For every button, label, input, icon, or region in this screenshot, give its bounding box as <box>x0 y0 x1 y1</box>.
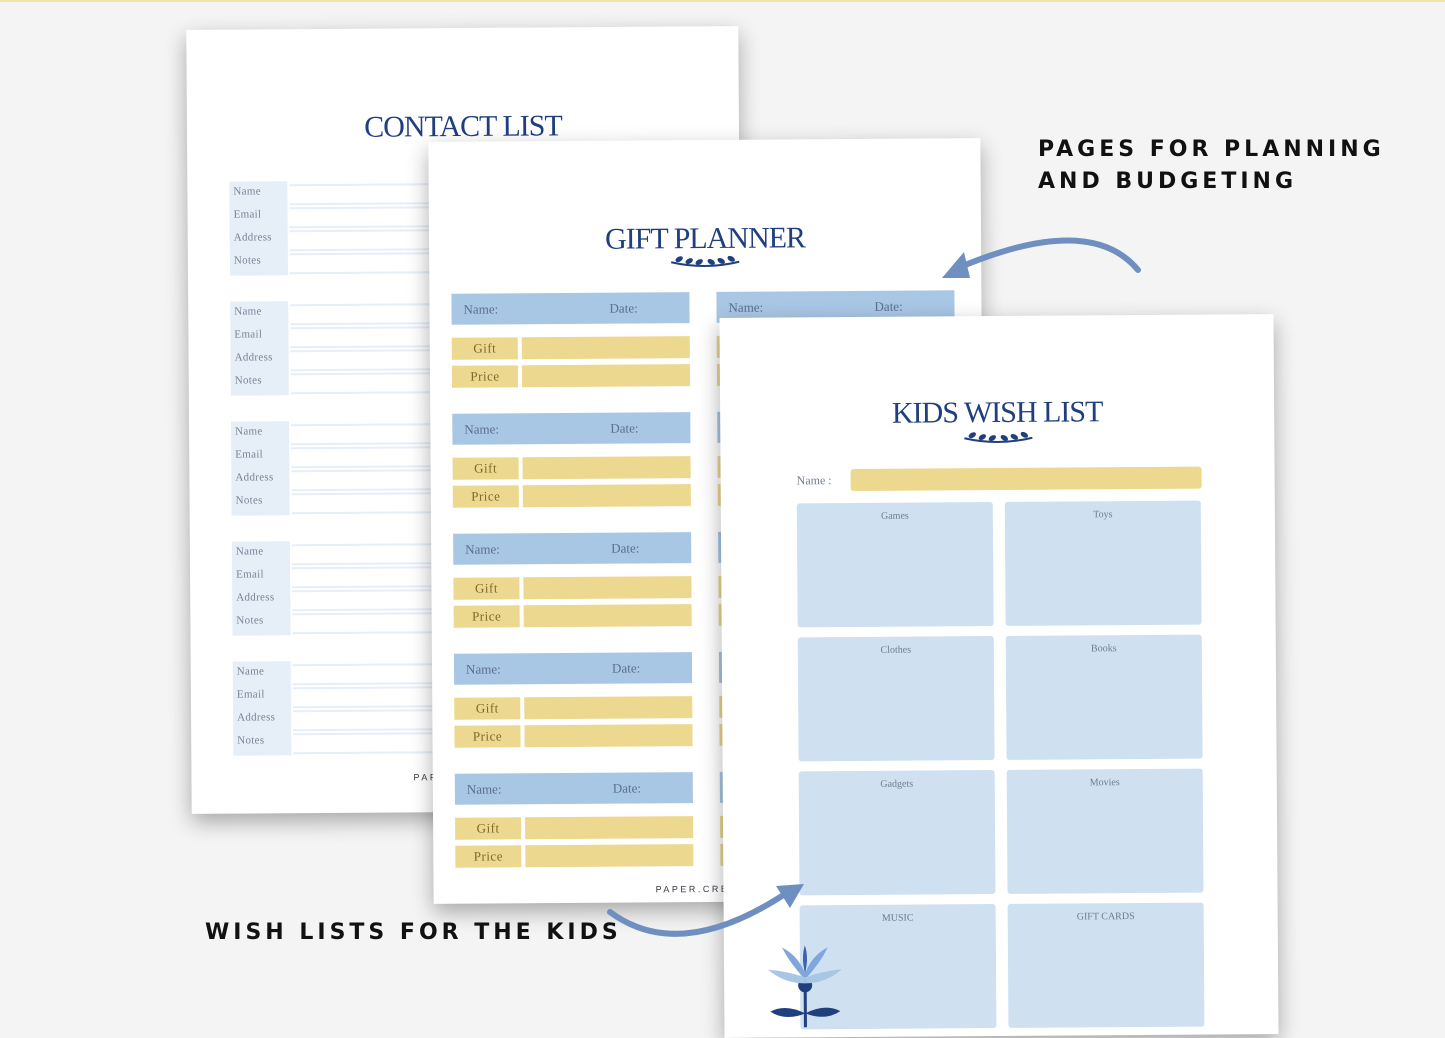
wish-category-box[interactable]: Games <box>796 502 994 628</box>
price-label: Price <box>451 365 519 388</box>
contact-field-label: Email <box>235 448 264 461</box>
wish-category-label: MUSIC <box>881 912 914 924</box>
price-label: Price <box>455 845 522 868</box>
wish-category-label: Toys <box>1093 509 1113 521</box>
contact-field-label: Email <box>236 688 265 701</box>
gift-name-label: Name: <box>728 299 764 315</box>
gift-field[interactable] <box>521 336 690 360</box>
gift-entry-header[interactable]: Name: Date: <box>453 652 693 685</box>
contact-field-label: Address <box>237 711 276 724</box>
laurel-ornament-icon <box>964 431 1033 443</box>
wish-category-box[interactable]: Toys <box>1004 500 1202 626</box>
contact-field-label: Name <box>235 425 263 438</box>
contact-field-label: Address <box>234 351 273 364</box>
gift-label: Gift <box>452 457 519 480</box>
contact-field-label: Email <box>236 568 264 581</box>
gift-entry-header[interactable]: Name: Date: <box>452 412 691 445</box>
contact-field-label: Notes <box>235 494 263 507</box>
wish-category-label: Clothes <box>880 644 912 656</box>
gift-field[interactable] <box>524 696 693 720</box>
kids-name-field[interactable] <box>850 466 1202 492</box>
gift-field[interactable] <box>525 816 694 840</box>
gift-date-label: Date: <box>611 540 640 556</box>
wish-category-label: Movies <box>1089 777 1120 789</box>
price-field[interactable] <box>523 604 692 628</box>
wish-category-box[interactable]: Clothes <box>797 636 995 762</box>
gift-entry-header[interactable]: Name: Date: <box>454 772 693 805</box>
price-label: Price <box>452 485 519 508</box>
gift-date-label: Date: <box>874 298 903 314</box>
gift-label: Gift <box>455 817 522 840</box>
caption-planning-line2: AND BUDGETING <box>1038 169 1298 194</box>
gift-entry-header[interactable]: Name: Date: <box>451 292 690 325</box>
gift-entry-header[interactable]: Name: Date: <box>453 532 692 565</box>
wish-category-box[interactable]: Gadgets <box>798 770 996 896</box>
wish-category-label: GIFT CARDS <box>1076 911 1135 923</box>
kids-wish-list-title: KIDS WISH LIST <box>891 395 1103 430</box>
gift-label: Gift <box>453 577 520 600</box>
gift-date-label: Date: <box>612 780 642 796</box>
contact-field-label: Email <box>234 328 263 341</box>
price-field[interactable] <box>521 364 691 388</box>
contact-field-label: Email <box>233 208 262 221</box>
contact-field-label: Address <box>235 471 274 484</box>
wish-category-box[interactable]: Books <box>1005 634 1203 760</box>
wish-category-box[interactable]: Movies <box>1006 768 1204 894</box>
contact-field-label: Name <box>233 185 261 198</box>
wish-category-label: Gadgets <box>880 778 914 790</box>
gift-name-label: Name: <box>466 781 502 797</box>
gift-date-label: Date: <box>611 660 641 676</box>
gift-name-label: Name: <box>465 661 501 677</box>
price-field[interactable] <box>522 484 691 508</box>
contact-field-label: Notes <box>236 614 264 627</box>
gift-date-label: Date: <box>610 420 639 436</box>
gift-name-label: Name: <box>464 421 500 437</box>
flower-ornament-icon <box>768 945 843 1028</box>
contact-field-label: Notes <box>233 254 262 267</box>
caption-kids: WISH LISTS FOR THE KIDS <box>205 920 622 945</box>
price-field[interactable] <box>525 844 694 868</box>
laurel-ornament-icon <box>670 255 740 267</box>
gift-name-label: Name: <box>465 541 500 557</box>
kids-name-label: Name : <box>796 473 832 488</box>
kids-wish-list-page: KIDS WISH LIST Name : Games Toys Clothes Bo… <box>719 314 1279 1038</box>
wish-category-label: Games <box>880 510 909 522</box>
gift-planner-page: GIFT PLANNER Name: Date: Gift Price Name: Dat… <box>428 138 986 904</box>
contact-field-label: Notes <box>237 734 265 747</box>
contact-field-label: Address <box>233 231 272 244</box>
gift-label: Gift <box>451 337 518 360</box>
contact-field-label: Name <box>236 665 265 678</box>
gift-label: Gift <box>454 697 521 720</box>
price-field[interactable] <box>524 724 693 748</box>
curved-arrow-icon <box>607 884 804 937</box>
contact-field-label: Notes <box>234 374 262 387</box>
gift-name-label: Name: <box>463 301 499 317</box>
gift-field[interactable] <box>523 576 692 600</box>
caption-planning-line1: PAGES FOR PLANNING <box>1038 137 1385 162</box>
curved-arrow-icon <box>942 237 1141 278</box>
wish-category-box[interactable]: GIFT CARDS <box>1007 902 1205 1028</box>
contact-field-label: Name <box>234 305 262 318</box>
wish-category-label: Books <box>1090 643 1117 655</box>
top-accent-line <box>0 0 1445 2</box>
contact-field-label: Address <box>236 591 275 604</box>
gift-date-label: Date: <box>609 300 638 316</box>
price-label: Price <box>454 725 521 748</box>
price-label: Price <box>453 605 520 628</box>
contact-field-label: Name <box>235 545 264 558</box>
gift-field[interactable] <box>522 456 691 480</box>
